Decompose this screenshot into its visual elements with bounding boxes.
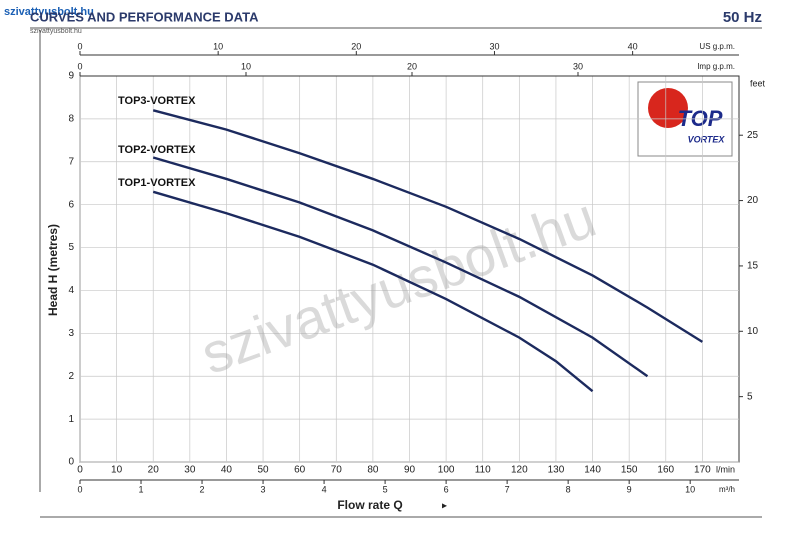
curve <box>152 190 594 393</box>
x-tick-label: 80 <box>367 465 379 476</box>
y-tick-label: 1 <box>68 414 74 425</box>
secondary-tick-label: 40 <box>628 41 638 51</box>
secondary-tick-label: 6 <box>444 484 449 494</box>
secondary-tick-label: 20 <box>351 41 361 51</box>
y2-axis-label: feet <box>750 78 766 88</box>
chart-title: CURVES AND PERFORMANCE DATA <box>30 9 259 24</box>
secondary-tick-label: 0 <box>77 41 82 51</box>
secondary-tick-label: 0 <box>77 484 82 494</box>
y-tick-label: 7 <box>68 156 74 167</box>
x-tick-label: 160 <box>657 465 674 476</box>
y-tick-label: 0 <box>68 457 74 468</box>
secondary-tick-label: 7 <box>505 484 510 494</box>
y2-tick-label: 5 <box>747 391 753 402</box>
x-tick-label: 100 <box>438 465 455 476</box>
x-tick-label: 110 <box>475 465 491 476</box>
y-tick-label: 2 <box>68 371 74 382</box>
secondary-tick-label: 1 <box>139 484 144 494</box>
brand-url: szivattyusbolt.hu <box>30 28 82 35</box>
secondary-tick-label: 30 <box>489 41 499 51</box>
secondary-tick-label: 9 <box>627 484 632 494</box>
x-tick-label: 130 <box>548 465 565 476</box>
curve <box>152 156 649 378</box>
secondary-tick-label: 3 <box>261 484 266 494</box>
secondary-tick-label: 30 <box>573 61 583 71</box>
secondary-tick-label: 10 <box>213 41 223 51</box>
x-tick-label: 0 <box>77 465 83 476</box>
watermark: szivattyusbolt.hu <box>193 185 604 386</box>
x-tick-label: 140 <box>584 465 601 476</box>
y2-tick-label: 25 <box>747 130 759 141</box>
secondary-axis-label: Imp g.p.m. <box>697 62 735 71</box>
y-tick-label: 9 <box>68 71 74 82</box>
curve <box>152 109 704 343</box>
y-tick-label: 4 <box>68 285 74 296</box>
brand: szivattyusbolt.hu <box>4 6 94 18</box>
x-tick-label: 10 <box>111 465 123 476</box>
x-tick-label: 170 <box>694 465 711 476</box>
secondary-tick-label: 8 <box>566 484 571 494</box>
x-tick-label: 150 <box>621 465 638 476</box>
y2-tick-label: 10 <box>747 326 759 337</box>
x-tick-label: 40 <box>221 465 233 476</box>
y-tick-label: 3 <box>68 328 74 339</box>
secondary-tick-label: 10 <box>241 61 251 71</box>
y2-tick-label: 20 <box>747 195 759 206</box>
x-tick-label: 50 <box>257 465 269 476</box>
secondary-tick-label: 10 <box>685 484 695 494</box>
x-tick-label: 90 <box>404 465 416 476</box>
chart-subtitle: 50 Hz <box>723 9 762 26</box>
secondary-tick-label: 0 <box>77 61 82 71</box>
logo-subtext: VORTEX <box>688 134 726 144</box>
x-tick-label: 70 <box>331 465 343 476</box>
y-tick-label: 8 <box>68 114 74 125</box>
y2-tick-label: 15 <box>747 261 759 272</box>
x-unit: l/min <box>716 464 735 474</box>
x-tick-label: 20 <box>148 465 160 476</box>
x-tick-label: 120 <box>511 465 528 476</box>
series-label: TOP3-VORTEX <box>118 95 196 107</box>
x-tick-label: 30 <box>184 465 196 476</box>
secondary-axis-label: US g.p.m. <box>699 42 735 51</box>
logo-text: TOP <box>678 106 723 131</box>
y-axis-label: Head H (metres) <box>46 224 60 316</box>
y-tick-label: 6 <box>68 199 74 210</box>
secondary-tick-label: 5 <box>383 484 388 494</box>
x-axis-label: Flow rate Q <box>337 498 402 512</box>
x-tick-label: 60 <box>294 465 306 476</box>
secondary-axis-label: m³/h <box>719 485 735 494</box>
series-label: TOP1-VORTEX <box>118 177 196 189</box>
secondary-tick-label: 20 <box>407 61 417 71</box>
logo-sun <box>648 88 688 128</box>
arrow: ▸ <box>442 501 447 512</box>
secondary-tick-label: 2 <box>200 484 205 494</box>
y-tick-label: 5 <box>68 242 74 253</box>
secondary-tick-label: 4 <box>322 484 327 494</box>
series-label: TOP2-VORTEX <box>118 144 196 156</box>
